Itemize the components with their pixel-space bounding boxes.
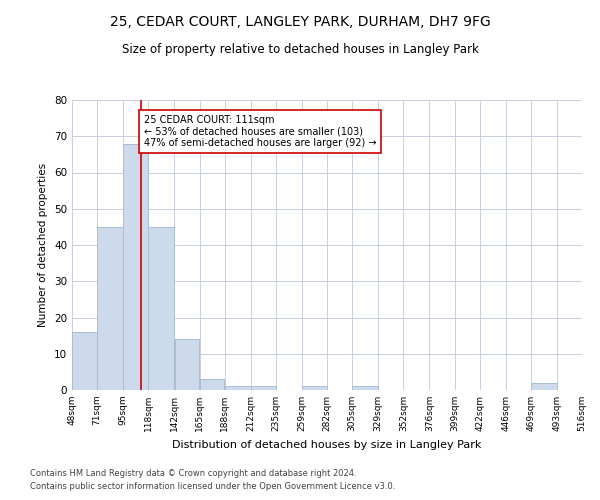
Bar xyxy=(302,386,327,390)
Bar xyxy=(72,332,97,390)
X-axis label: Distribution of detached houses by size in Langley Park: Distribution of detached houses by size … xyxy=(172,440,482,450)
Bar xyxy=(531,383,557,390)
Bar xyxy=(175,339,199,390)
Text: Size of property relative to detached houses in Langley Park: Size of property relative to detached ho… xyxy=(122,42,478,56)
Bar xyxy=(97,227,123,390)
Bar xyxy=(200,379,224,390)
Bar xyxy=(352,386,378,390)
Text: 25, CEDAR COURT, LANGLEY PARK, DURHAM, DH7 9FG: 25, CEDAR COURT, LANGLEY PARK, DURHAM, D… xyxy=(110,15,490,29)
Text: 25 CEDAR COURT: 111sqm
← 53% of detached houses are smaller (103)
47% of semi-de: 25 CEDAR COURT: 111sqm ← 53% of detached… xyxy=(144,114,376,148)
Bar xyxy=(225,386,251,390)
Bar xyxy=(124,144,148,390)
Y-axis label: Number of detached properties: Number of detached properties xyxy=(38,163,49,327)
Bar xyxy=(148,227,174,390)
Text: Contains public sector information licensed under the Open Government Licence v3: Contains public sector information licen… xyxy=(30,482,395,491)
Text: Contains HM Land Registry data © Crown copyright and database right 2024.: Contains HM Land Registry data © Crown c… xyxy=(30,468,356,477)
Bar xyxy=(251,386,275,390)
